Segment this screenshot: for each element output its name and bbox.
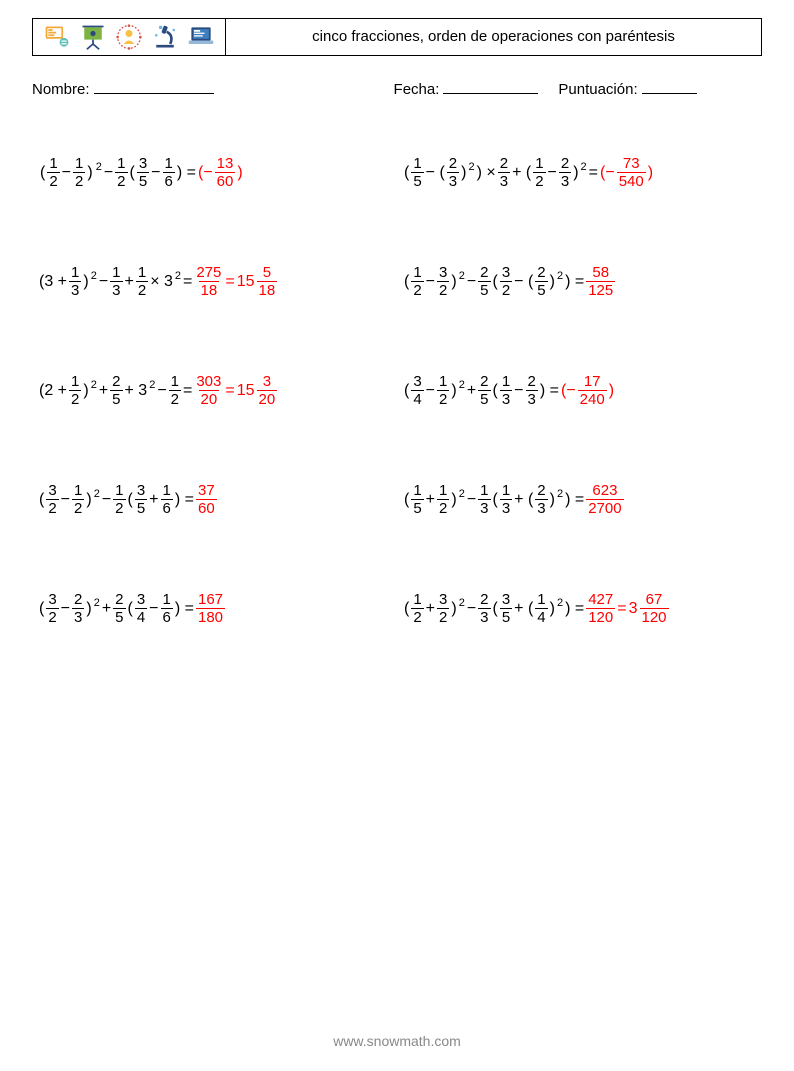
problem-answer: (−1360) [197, 156, 244, 189]
problem-answer: 6232700 [585, 483, 624, 516]
problem-expression: (34 − 12)2 + 25(13 − 23) = [403, 374, 560, 407]
problem-cell: (12 − 12)2 − 12(35 − 16) = (−1360) [32, 118, 397, 227]
problem-answer: 3760 [195, 483, 218, 516]
problem-cell: (2 + 12)2 + 25 + 32 − 12 = 30320 = 15320 [32, 336, 397, 445]
problem-answer: (−17240) [560, 374, 615, 407]
problem-expression: (32 − 23)2 + 25(34 − 16) = [38, 592, 195, 625]
problem-row: (32 − 23)2 + 25(34 − 16) = 167180(12 + 3… [32, 554, 762, 663]
problem-cell: (34 − 12)2 + 25(13 − 23) = (−17240) [397, 336, 762, 445]
problem-answer: 167180 [195, 592, 226, 625]
problem-expression: (12 − 32)2 − 25(32 − (25)2) = [403, 265, 585, 298]
date-field: Fecha: [394, 78, 539, 98]
problem-expression: (32 − 12)2 − 12(35 + 16) = [38, 483, 195, 516]
worksheet-header: cinco fracciones, orden de operaciones c… [32, 18, 762, 56]
problem-cell: (15 + 12)2 − 13(13 + (23)2) = 6232700 [397, 445, 762, 554]
microscope-icon [151, 23, 179, 51]
problem-row: (3 + 13)2 − 13 + 12 × 32 = 27518 = 15518… [32, 227, 762, 336]
problem-expression: (3 + 13)2 − 13 + 12 × 32 = [38, 265, 193, 298]
name-blank[interactable] [94, 78, 214, 94]
date-blank[interactable] [443, 78, 538, 94]
problem-answer: (−73540) [599, 156, 654, 189]
info-row: Nombre: Fecha: Puntuación: [32, 78, 762, 98]
score-label: Puntuación: [558, 81, 637, 98]
name-label: Nombre: [32, 81, 90, 98]
problem-row: (32 − 12)2 − 12(35 + 16) = 3760(15 + 12)… [32, 445, 762, 554]
footer-url: www.snowmath.com [0, 1033, 794, 1049]
laptop-icon [187, 23, 215, 51]
problem-expression: (12 − 12)2 − 12(35 − 16) = [38, 156, 197, 189]
worksheet-title: cinco fracciones, orden de operaciones c… [226, 19, 761, 55]
problem-expression: (12 + 32)2 − 23(35 + (14)2) = [403, 592, 585, 625]
score-blank[interactable] [642, 78, 697, 94]
problem-cell: (32 − 12)2 − 12(35 + 16) = 3760 [32, 445, 397, 554]
date-label: Fecha: [394, 81, 440, 98]
problem-cell: (15 − (23)2) × 23 + (12 − 23)2 = (−73540… [397, 118, 762, 227]
problem-cell: (3 + 13)2 − 13 + 12 × 32 = 27518 = 15518 [32, 227, 397, 336]
problem-cell: (12 − 32)2 − 25(32 − (25)2) = 58125 [397, 227, 762, 336]
problem-row: (2 + 12)2 + 25 + 32 − 12 = 30320 = 15320… [32, 336, 762, 445]
presentation-icon [79, 23, 107, 51]
problems-grid: (12 − 12)2 − 12(35 − 16) = (−1360)(15 − … [32, 118, 762, 663]
problem-answer: 427120 = 367120 [585, 592, 669, 625]
problem-expression: (2 + 12)2 + 25 + 32 − 12 = [38, 374, 193, 407]
problem-expression: (15 − (23)2) × 23 + (12 − 23)2 = [403, 156, 599, 189]
problem-cell: (32 − 23)2 + 25(34 − 16) = 167180 [32, 554, 397, 663]
chat-board-icon [43, 23, 71, 51]
problem-cell: (12 + 32)2 − 23(35 + (14)2) = 427120 = 3… [397, 554, 762, 663]
problem-answer: 58125 [585, 265, 616, 298]
problem-row: (12 − 12)2 − 12(35 − 16) = (−1360)(15 − … [32, 118, 762, 227]
score-field: Puntuación: [558, 78, 696, 98]
target-person-icon [115, 23, 143, 51]
problem-expression: (15 + 12)2 − 13(13 + (23)2) = [403, 483, 585, 516]
problem-answer: 30320 = 15320 [193, 374, 278, 407]
problem-answer: 27518 = 15518 [193, 265, 278, 298]
name-field: Nombre: [32, 78, 214, 98]
header-icons [33, 19, 226, 55]
